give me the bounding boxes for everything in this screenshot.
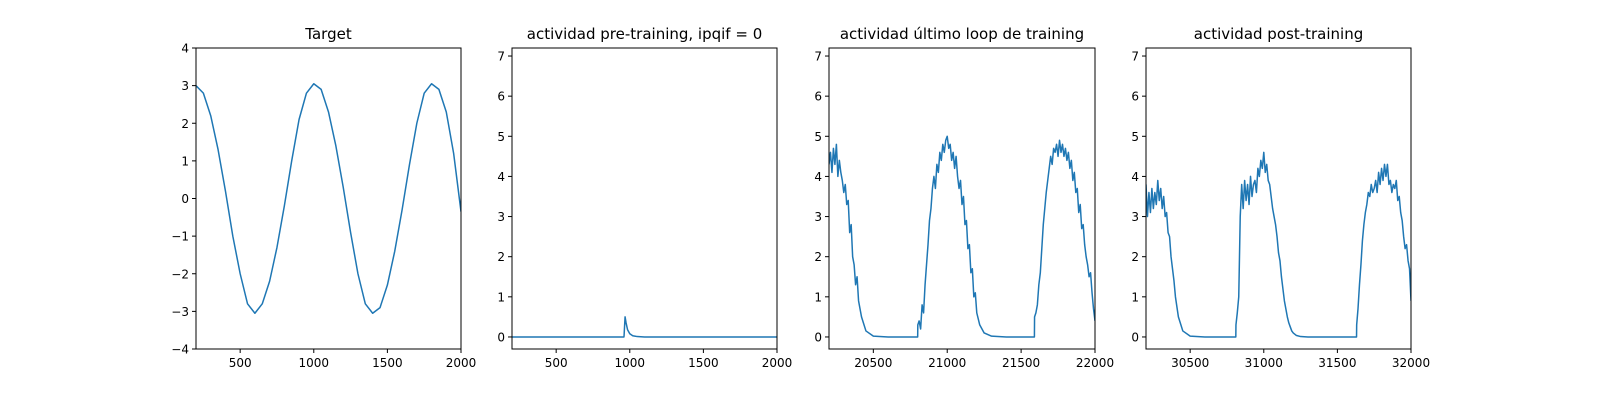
y-tick-label: 5 — [1131, 130, 1139, 144]
y-tick-label: 4 — [181, 42, 189, 56]
x-tick-label: 2000 — [762, 356, 793, 370]
y-tick-label: 6 — [1131, 90, 1139, 104]
x-tick-label: 2000 — [446, 356, 477, 370]
x-tick-label: 1500 — [372, 356, 403, 370]
y-tick-label: 0 — [497, 330, 505, 344]
y-tick-label: 1 — [181, 154, 189, 168]
y-tick-label: 2 — [1131, 250, 1139, 264]
y-tick-label: 4 — [814, 170, 822, 184]
y-tick-label: 4 — [497, 170, 505, 184]
y-tick-label: 6 — [497, 90, 505, 104]
y-tick-label: −2 — [171, 267, 189, 281]
x-tick-label: 1000 — [615, 356, 646, 370]
y-tick-label: 2 — [497, 250, 505, 264]
x-tick-label: 500 — [545, 356, 568, 370]
x-tick-label: 500 — [229, 356, 252, 370]
x-tick-label: 22000 — [1076, 356, 1114, 370]
x-tick-label: 31500 — [1318, 356, 1356, 370]
axes-frame — [511, 47, 778, 350]
x-tick-label: 31000 — [1245, 356, 1283, 370]
y-tick-label: 3 — [497, 210, 505, 224]
y-tick-label: −1 — [171, 230, 189, 244]
axes-frame — [1145, 47, 1412, 350]
chart-panel-2: actividad pre-training, ipqif = 0 500 1000… — [497, 25, 792, 370]
x-tick-label: 21000 — [928, 356, 966, 370]
y-tick-label: 7 — [1131, 50, 1139, 64]
y-tick-label: 0 — [181, 192, 189, 206]
axes-frame — [195, 47, 462, 350]
y-tick-label: 1 — [814, 290, 822, 304]
y-tick-label: 2 — [181, 117, 189, 131]
series-line — [196, 82, 461, 315]
chart-title: Target — [304, 25, 352, 43]
y-tick-label: 7 — [497, 50, 505, 64]
y-tick-label: 5 — [497, 130, 505, 144]
chart-panel-1: Target 500 1000 1500 2000 −4 −3 −2 −1 0 1 2 3 4 — [171, 25, 476, 370]
y-tick-label: 0 — [814, 330, 822, 344]
x-tick-label: 30500 — [1171, 356, 1209, 370]
series-line — [1146, 151, 1411, 338]
y-tick-label: 1 — [497, 290, 505, 304]
y-tick-label: 3 — [814, 210, 822, 224]
y-tick-label: 3 — [181, 79, 189, 93]
x-tick-label: 32000 — [1392, 356, 1430, 370]
y-tick-label: 0 — [1131, 330, 1139, 344]
axes-frame — [828, 47, 1096, 350]
y-tick-label: 4 — [1131, 170, 1139, 184]
x-tick-label: 1000 — [299, 356, 330, 370]
y-tick-label: −3 — [171, 305, 189, 319]
series-line — [829, 135, 1095, 338]
y-tick-label: 2 — [814, 250, 822, 264]
chart-title: actividad último loop de training — [840, 25, 1084, 43]
y-tick-label: 7 — [814, 50, 822, 64]
y-tick-label: 5 — [814, 130, 822, 144]
x-tick-label: 20500 — [854, 356, 892, 370]
y-tick-label: 6 — [814, 90, 822, 104]
y-tick-label: 1 — [1131, 290, 1139, 304]
y-tick-label: −4 — [171, 343, 189, 357]
chart-title: actividad post-training — [1194, 25, 1363, 43]
x-tick-label: 21500 — [1002, 356, 1040, 370]
y-tick-label: 3 — [1131, 210, 1139, 224]
chart-title: actividad pre-training, ipqif = 0 — [527, 25, 763, 43]
series-line — [512, 316, 777, 338]
x-tick-label: 1500 — [688, 356, 719, 370]
